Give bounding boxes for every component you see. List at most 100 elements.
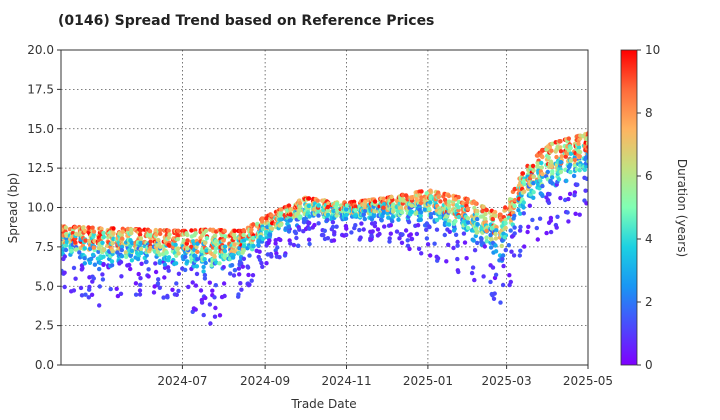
data-point (297, 208, 302, 213)
data-point (129, 230, 134, 236)
data-point (585, 136, 588, 141)
data-point (153, 261, 158, 266)
data-point (278, 207, 283, 212)
data-point (162, 275, 167, 280)
data-point (306, 196, 312, 201)
data-point (564, 178, 569, 183)
data-point (115, 250, 120, 255)
data-point (241, 243, 247, 249)
data-point (213, 233, 218, 238)
data-point (426, 224, 432, 229)
data-point (119, 244, 125, 250)
data-point (92, 262, 98, 267)
data-point (409, 203, 415, 208)
data-point (222, 228, 227, 233)
data-point (170, 287, 175, 292)
data-point (201, 312, 206, 318)
data-point (572, 157, 578, 163)
data-point (133, 281, 139, 286)
data-point (207, 280, 212, 285)
data-point (471, 238, 476, 243)
data-point (185, 259, 190, 264)
data-point (241, 248, 246, 253)
data-point (77, 250, 82, 255)
data-point (389, 194, 394, 200)
data-point (199, 300, 205, 305)
data-point (89, 292, 95, 297)
data-point (204, 248, 209, 253)
chart-title: (0146) Spread Trend based on Reference P… (58, 13, 434, 29)
data-point (436, 194, 441, 200)
data-point (175, 237, 180, 242)
data-point (500, 256, 505, 262)
data-point (381, 210, 386, 216)
data-point (363, 208, 368, 214)
data-point (195, 257, 200, 262)
data-point (82, 256, 87, 261)
data-point (213, 283, 218, 288)
data-point (503, 247, 508, 253)
data-point (482, 244, 487, 249)
data-point (369, 233, 374, 238)
data-point (584, 176, 588, 181)
data-point (194, 271, 200, 277)
data-point (306, 203, 311, 209)
data-point (475, 208, 480, 214)
data-point (155, 237, 161, 243)
data-point (584, 201, 588, 206)
data-point (82, 261, 88, 266)
data-point (129, 240, 135, 246)
data-point (419, 251, 424, 256)
data-point (137, 292, 143, 297)
data-point (555, 214, 560, 219)
data-point (456, 214, 461, 220)
data-point (363, 203, 368, 208)
data-point (246, 272, 251, 278)
data-point (387, 236, 392, 241)
data-point (230, 255, 236, 260)
data-point (213, 249, 218, 255)
data-point (520, 171, 526, 176)
data-point (456, 269, 461, 275)
data-point (189, 228, 194, 233)
data-point (255, 221, 260, 227)
data-point (419, 189, 424, 194)
data-point (297, 200, 303, 206)
data-point (554, 154, 559, 160)
data-point (239, 287, 244, 292)
data-point (269, 226, 275, 231)
data-point (71, 288, 77, 293)
data-point (357, 227, 362, 233)
data-point (306, 221, 311, 226)
data-point (64, 239, 70, 245)
data-point (231, 273, 237, 278)
data-point (278, 211, 284, 217)
data-point (221, 265, 226, 270)
colorbar-tick-label: 8 (645, 106, 653, 120)
data-point (288, 241, 293, 246)
data-point (286, 229, 292, 234)
data-point (228, 271, 233, 276)
data-point (62, 284, 67, 290)
data-point (434, 217, 440, 223)
data-point (325, 217, 330, 223)
data-point (493, 243, 498, 248)
data-point (325, 236, 331, 241)
data-point (572, 193, 577, 198)
data-point (232, 228, 237, 233)
data-point (275, 245, 280, 250)
data-point (238, 281, 243, 286)
data-point (97, 303, 102, 308)
x-tick-label: 2025-01 (403, 374, 453, 388)
data-point (535, 237, 540, 242)
data-point (127, 262, 132, 268)
data-point (71, 265, 77, 271)
data-point (432, 241, 437, 246)
data-point (277, 255, 282, 260)
data-point (264, 261, 269, 266)
data-point (473, 201, 478, 206)
colorbar-tick-label: 2 (645, 295, 653, 309)
data-point (424, 227, 429, 232)
data-point (64, 243, 69, 248)
data-point (511, 253, 517, 258)
